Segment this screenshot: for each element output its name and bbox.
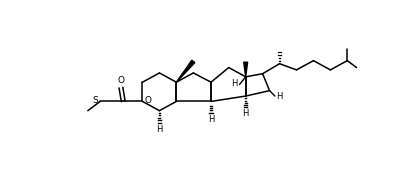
Polygon shape [177,60,195,82]
Text: O: O [117,76,124,85]
Text: H: H [231,79,237,88]
Text: O: O [144,96,151,105]
Text: H: H [156,125,163,134]
Text: S: S [93,96,98,105]
Polygon shape [244,62,247,77]
Text: H: H [208,114,214,124]
Text: H: H [243,109,249,118]
Text: H: H [277,91,283,101]
